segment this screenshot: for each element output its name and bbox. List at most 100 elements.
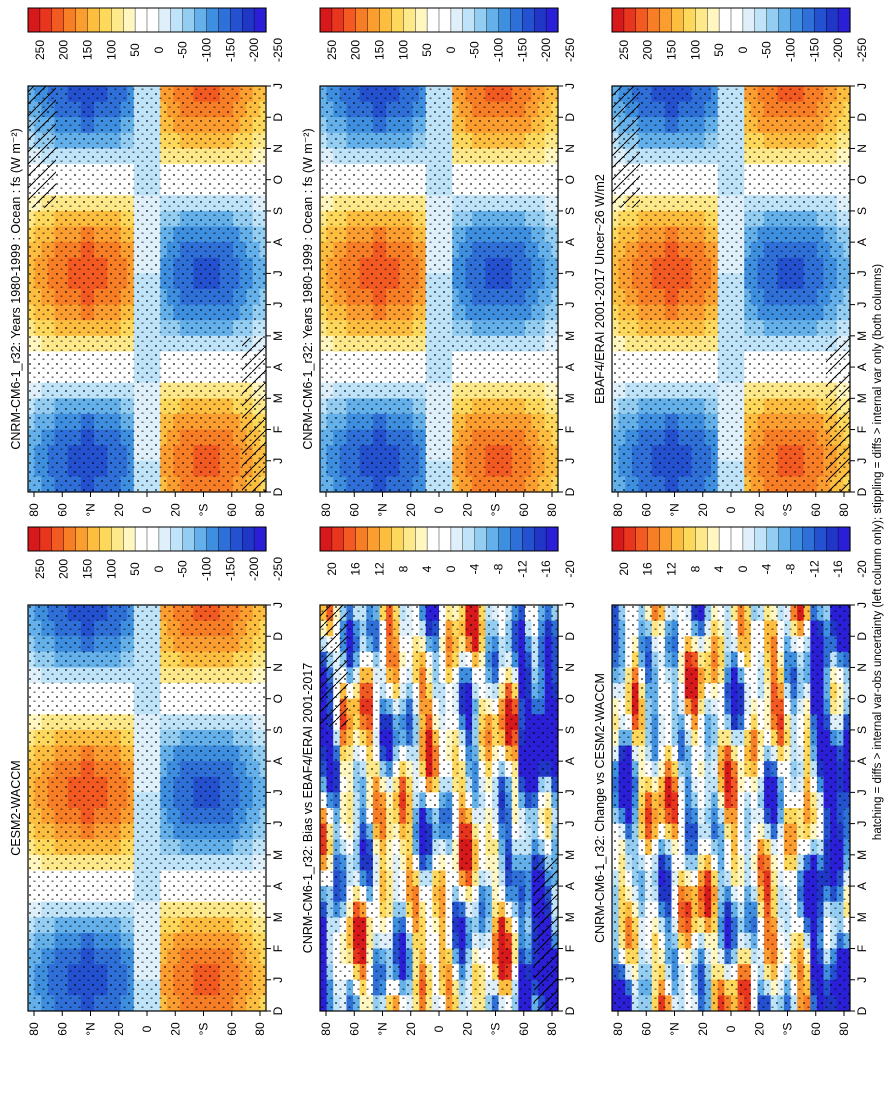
month-tick-label: A <box>271 238 285 246</box>
colorbar-swatch <box>534 8 546 32</box>
colorbar-label: -200 <box>831 38 845 62</box>
month-tick-label: F <box>271 426 285 433</box>
month-tick-label: J <box>271 821 285 827</box>
panel-title: CNRM-CM6-1_r32: Years 1980-1999 : Ocean … <box>301 128 315 449</box>
lat-tick-label: 0 <box>724 506 738 513</box>
colorbar-label: 50 <box>128 43 142 57</box>
colorbar-label: 150 <box>373 40 387 60</box>
hatch-overlay-north <box>612 86 640 208</box>
colorbar-swatch <box>439 8 451 32</box>
colorbar-swatch <box>123 527 135 551</box>
month-tick-label: J <box>271 789 285 795</box>
colorbar-label: 0 <box>152 565 166 572</box>
colorbar-label: -50 <box>760 41 774 59</box>
colorbar-label: -250 <box>271 557 285 581</box>
colorbar-swatch <box>451 8 463 32</box>
lat-tick-label: °N <box>668 503 682 516</box>
colorbar-swatch <box>135 8 147 32</box>
colorbar-swatch <box>88 8 100 32</box>
colorbar-label: -150 <box>515 38 529 62</box>
colorbar-label: 250 <box>617 40 631 60</box>
colorbar-label: -200 <box>247 557 261 581</box>
colorbar-swatch <box>743 8 755 32</box>
colorbar-swatch <box>731 8 743 32</box>
colorbar-label: -100 <box>492 38 506 62</box>
colorbar-label: -150 <box>223 38 237 62</box>
month-tick-label: F <box>271 945 285 952</box>
month-tick-label: D <box>563 487 577 496</box>
month-tick-label: D <box>271 487 285 496</box>
lat-tick-label: 0 <box>432 506 446 513</box>
month-tick-label: J <box>855 83 869 89</box>
colorbar-swatch <box>28 8 40 32</box>
month-tick-label: J <box>271 270 285 276</box>
colorbar-label: 250 <box>33 559 47 579</box>
colorbar-swatch <box>40 8 52 32</box>
month-tick-label: D <box>855 113 869 122</box>
colorbar-swatch <box>171 8 183 32</box>
month-tick-label: J <box>563 270 577 276</box>
colorbar-label: -50 <box>176 41 190 59</box>
colorbar-swatch <box>546 8 558 32</box>
lat-tick-label: °N <box>84 503 98 516</box>
stipple-overlay <box>28 86 266 492</box>
lat-tick-label: 80 <box>253 503 267 517</box>
colorbar-swatch <box>195 527 207 551</box>
stipple-overlay <box>320 86 558 492</box>
colorbar-swatch <box>672 8 684 32</box>
lat-tick-label: 60 <box>55 1022 69 1036</box>
lat-tick-label: 20 <box>696 503 710 517</box>
month-tick-label: J <box>855 270 869 276</box>
lat-tick-label: 20 <box>168 503 182 517</box>
colorbar-swatch <box>427 8 439 32</box>
colorbar-label: 0 <box>152 46 166 53</box>
colorbar-swatch <box>207 8 219 32</box>
month-tick-label: S <box>855 207 869 215</box>
colorbar-swatch <box>695 8 707 32</box>
colorbar-swatch <box>218 527 230 551</box>
colorbar-swatch <box>88 527 100 551</box>
month-tick-label: J <box>271 602 285 608</box>
month-tick-label: J <box>563 83 577 89</box>
month-tick-label: J <box>855 302 869 308</box>
month-tick-label: M <box>855 331 869 341</box>
lat-tick-label: 60 <box>225 1022 239 1036</box>
colorbar-label: -250 <box>271 38 285 62</box>
colorbar-swatch <box>767 8 779 32</box>
month-tick-label: J <box>563 458 577 464</box>
month-tick-label: J <box>271 458 285 464</box>
lat-tick-label: 0 <box>140 506 154 513</box>
colorbar-swatch <box>171 527 183 551</box>
month-tick-label: J <box>271 977 285 983</box>
month-tick-label: A <box>271 882 285 890</box>
month-tick-label: D <box>271 113 285 122</box>
lat-tick-label: °N <box>84 1022 98 1035</box>
month-tick-label: D <box>271 1006 285 1015</box>
lat-tick-label: 0 <box>140 1025 154 1032</box>
colorbar-swatch <box>28 527 40 551</box>
month-tick-label: A <box>563 238 577 246</box>
colorbar-label: 50 <box>128 562 142 576</box>
month-tick-label: S <box>563 207 577 215</box>
colorbar-swatch <box>755 8 767 32</box>
month-tick-label: N <box>271 144 285 153</box>
month-tick-label: O <box>563 175 577 184</box>
colorbar-swatch <box>230 8 242 32</box>
lat-tick-label: °S <box>489 504 503 517</box>
colorbar-label: 200 <box>57 559 71 579</box>
colorbar-swatch <box>415 8 427 32</box>
month-tick-label: J <box>271 302 285 308</box>
colorbar-label: -250 <box>563 38 577 62</box>
lat-tick-label: 80 <box>545 503 559 517</box>
colorbar-swatch <box>111 8 123 32</box>
colorbar-swatch <box>332 8 344 32</box>
month-tick-label: S <box>271 726 285 734</box>
lat-tick-label: 20 <box>460 503 474 517</box>
lat-tick-label: °S <box>197 1023 211 1036</box>
colorbar-label: 100 <box>396 40 410 60</box>
lat-tick-label: 20 <box>112 1022 126 1036</box>
lat-tick-label: 20 <box>752 503 766 517</box>
